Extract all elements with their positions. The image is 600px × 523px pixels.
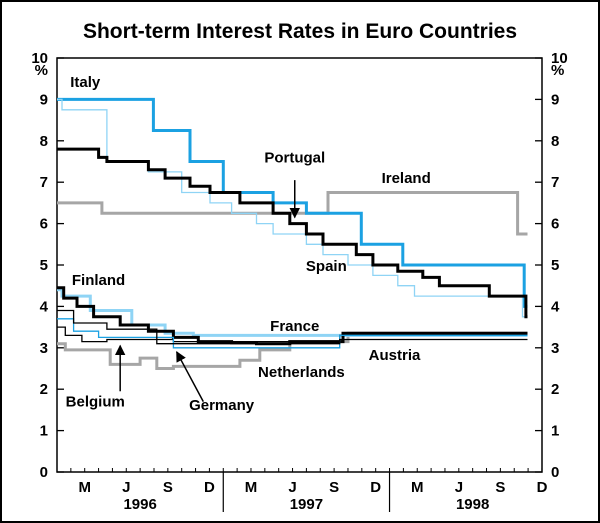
- label-ireland: Ireland: [382, 170, 431, 187]
- x-tick-label: J: [288, 479, 296, 496]
- y-tick-label-right: 1: [551, 423, 559, 440]
- y-tick-label-right: 6: [551, 216, 559, 233]
- y-tick-label-left: 2: [40, 381, 48, 398]
- y-tick-label-right: 9: [551, 91, 559, 108]
- x-tick-label: S: [495, 479, 505, 496]
- label-arrows: [114, 180, 301, 402]
- y-tick-label-left: 9: [40, 91, 48, 108]
- axis-ticks: [56, 57, 543, 512]
- year-label: 1996: [123, 496, 156, 513]
- series-lines: [57, 97, 528, 370]
- y-tick-label-left: 5: [40, 257, 48, 274]
- label-germany: Germany: [189, 397, 255, 414]
- x-tick-label: S: [329, 479, 339, 496]
- label-france: France: [270, 318, 319, 335]
- series-finland: [57, 288, 528, 337]
- x-tick-label: J: [455, 479, 463, 496]
- y-tick-label-left: 7: [40, 174, 48, 191]
- y-unit-right: %: [551, 62, 564, 79]
- label-austria: Austria: [369, 347, 421, 364]
- y-tick-label-right: 2: [551, 381, 559, 398]
- y-tick-label-left: 4: [40, 298, 49, 315]
- series-ireland: [57, 191, 528, 236]
- y-tick-label-left: 6: [40, 216, 48, 233]
- x-tick-label: M: [245, 479, 258, 496]
- x-tick-label: S: [163, 479, 173, 496]
- series-italy: [57, 97, 528, 308]
- label-belgium: Belgium: [66, 394, 125, 411]
- series-austria: [57, 309, 528, 345]
- label-finland: Finland: [72, 272, 125, 289]
- y-tick-label-right: 10: [551, 50, 568, 67]
- y-tick-label-right: 3: [551, 340, 559, 357]
- x-tick-label: J: [122, 479, 130, 496]
- y-tick-label-left: 10: [31, 50, 48, 67]
- y-tick-label-left: 8: [40, 133, 48, 150]
- y-tick-label-right: 4: [551, 298, 560, 315]
- x-tick-label: M: [79, 479, 92, 496]
- label-spain: Spain: [306, 258, 347, 275]
- y-tick-label-right: 7: [551, 174, 559, 191]
- x-tick-label: M: [411, 479, 424, 496]
- year-label: 1997: [290, 496, 323, 513]
- y-tick-label-left: 1: [40, 423, 48, 440]
- y-tick-label-right: 0: [551, 464, 559, 481]
- label-italy: Italy: [70, 74, 101, 91]
- x-tick-label: D: [537, 479, 548, 496]
- axis-text: 0 0 1 1 2 2 3 3 4 4 5 5 6 6 7 7 8 8 9 9 10 10% % M J S D M J S D M J S D 19…: [31, 50, 567, 513]
- y-unit-left: %: [35, 62, 48, 79]
- series-portugal: [57, 147, 528, 319]
- series-labels: Italy Portugal Ireland Spain Finland France Au…: [66, 74, 431, 414]
- y-tick-label-right: 8: [551, 133, 559, 150]
- y-tick-label-right: 5: [551, 257, 559, 274]
- label-portugal: Portugal: [264, 149, 325, 166]
- label-netherlands: Netherlands: [258, 364, 345, 381]
- x-tick-label: D: [204, 479, 215, 496]
- y-tick-label-left: 3: [40, 340, 48, 357]
- y-tick-label-left: 0: [40, 464, 48, 481]
- x-tick-label: D: [370, 479, 381, 496]
- year-label: 1998: [456, 496, 489, 513]
- chart-title: Short-term Interest Rates in Euro Countr…: [82, 20, 518, 43]
- germany-arrow: [176, 351, 204, 402]
